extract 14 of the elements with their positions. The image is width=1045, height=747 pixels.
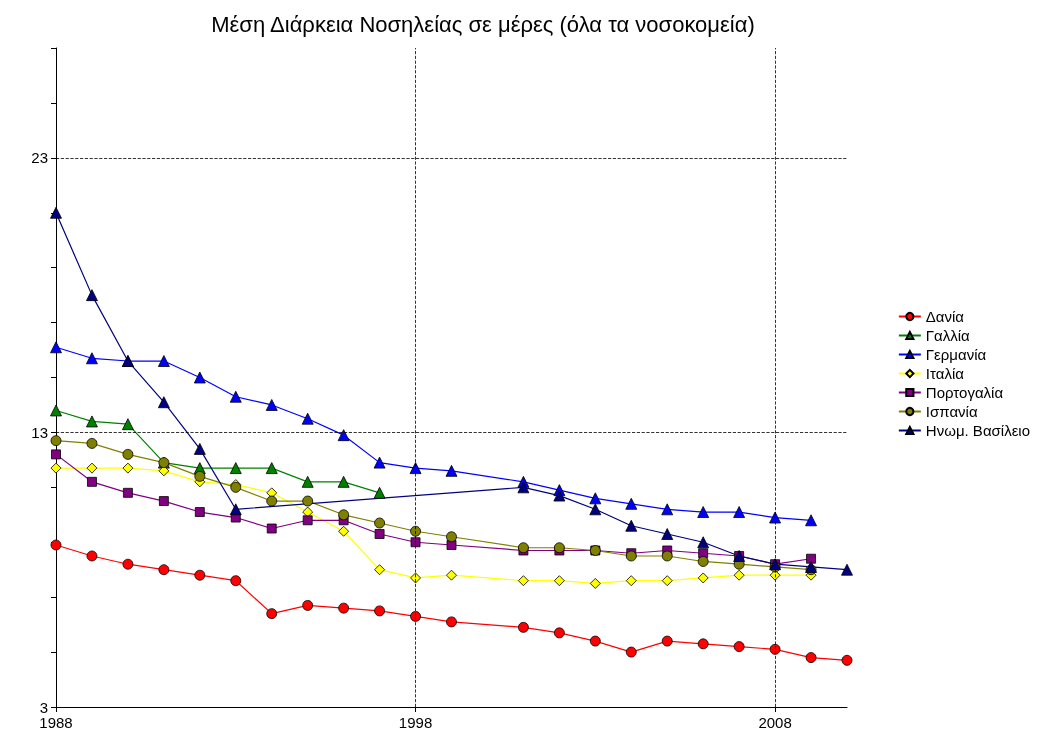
legend-label: Πορτογαλία	[925, 384, 1004, 401]
y-tick-label: 3	[39, 698, 48, 716]
x-tick-label: 1988	[39, 714, 73, 731]
y-tick-label: 23	[31, 149, 48, 167]
legend-label: Δανία	[925, 308, 965, 325]
legend-label: Ισπανία	[925, 403, 978, 420]
legend-label: Γερμανία	[925, 346, 987, 363]
y-tick-label: 13	[31, 423, 48, 441]
x-tick-label: 1998	[398, 714, 433, 731]
legend-label: Ηνωμ. Βασίλειο	[925, 422, 1031, 439]
legend-label: Γαλλία	[925, 327, 971, 344]
x-tick-label: 2008	[758, 714, 792, 731]
chart-title: Μέση Διάρκεια Νοσηλείας σε μέρες (όλα τα νοσοκομεία)	[211, 11, 755, 37]
legend-label: Ιταλία	[925, 365, 965, 382]
